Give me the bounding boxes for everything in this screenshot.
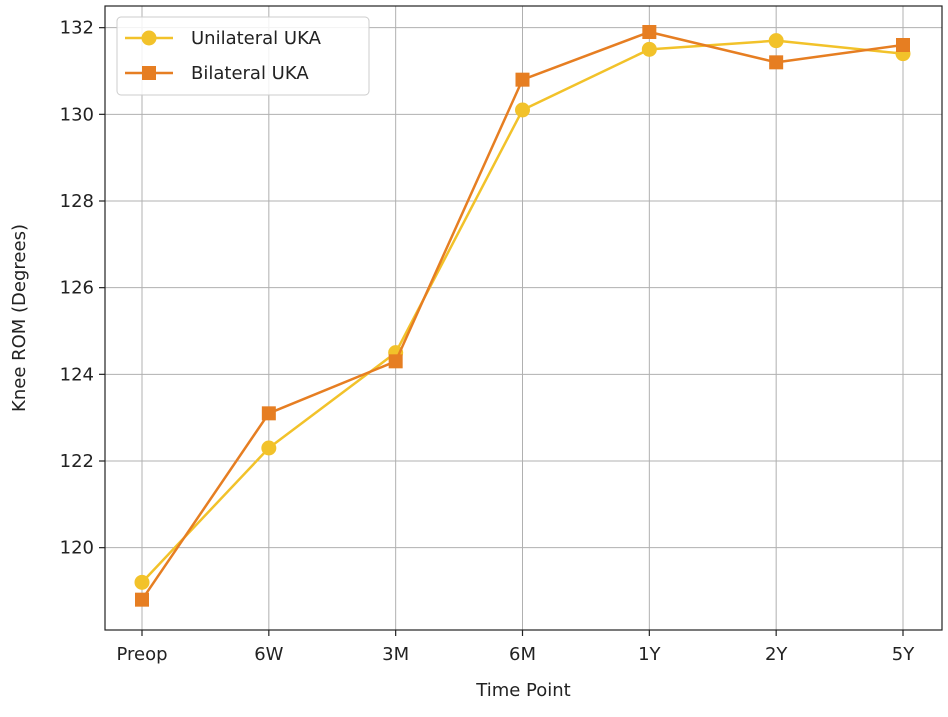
data-point bbox=[642, 25, 657, 39]
y-tick-label: 132 bbox=[60, 18, 94, 39]
data-point bbox=[768, 33, 784, 49]
x-tick-label: 6W bbox=[254, 644, 283, 665]
x-tick-label: 3M bbox=[382, 644, 409, 665]
legend-label: Unilateral UKA bbox=[191, 28, 322, 49]
data-point bbox=[261, 440, 277, 456]
series-layer bbox=[134, 25, 911, 607]
y-axis-ticks: 120 122 124 126 128 130 132 bbox=[60, 18, 105, 559]
y-tick-label: 124 bbox=[60, 364, 94, 385]
data-point bbox=[641, 41, 657, 57]
legend-item: Unilateral UKA bbox=[125, 28, 322, 49]
y-tick-label: 126 bbox=[60, 278, 94, 299]
grid-lines bbox=[105, 6, 942, 630]
data-point bbox=[515, 72, 530, 87]
x-tick-label: Preop bbox=[116, 644, 167, 665]
x-tick-label: 5Y bbox=[892, 644, 915, 665]
y-axis-label: Knee ROM (Degrees) bbox=[9, 224, 30, 412]
legend-marker bbox=[142, 66, 156, 80]
data-point bbox=[515, 102, 530, 118]
data-point bbox=[896, 38, 910, 52]
legend-box bbox=[116, 16, 370, 96]
series-1 bbox=[135, 25, 910, 607]
data-point bbox=[135, 592, 149, 607]
data-point bbox=[769, 55, 784, 70]
x-tick-label: 1Y bbox=[638, 644, 661, 665]
y-tick-label: 128 bbox=[60, 191, 94, 212]
legend-label: Bilateral UKA bbox=[191, 63, 309, 84]
data-point bbox=[134, 574, 150, 590]
x-tick-label: 2Y bbox=[765, 644, 788, 665]
data-point bbox=[261, 406, 276, 421]
plot-frame bbox=[104, 5, 943, 631]
x-axis-ticks: Preop 6W 3M 6M 1Y 2Y 5Y bbox=[116, 630, 915, 665]
x-tick-label: 6M bbox=[509, 644, 536, 665]
series-0 bbox=[134, 33, 911, 590]
data-point bbox=[388, 354, 403, 369]
legend-item: Bilateral UKA bbox=[125, 63, 309, 84]
legend-marker bbox=[141, 30, 157, 46]
y-tick-label: 130 bbox=[60, 104, 94, 125]
legend: Unilateral UKA Bilateral UKA bbox=[116, 16, 370, 96]
y-tick-label: 122 bbox=[60, 451, 94, 472]
x-axis-label: Time Point bbox=[475, 680, 570, 701]
y-tick-label: 120 bbox=[60, 538, 94, 559]
